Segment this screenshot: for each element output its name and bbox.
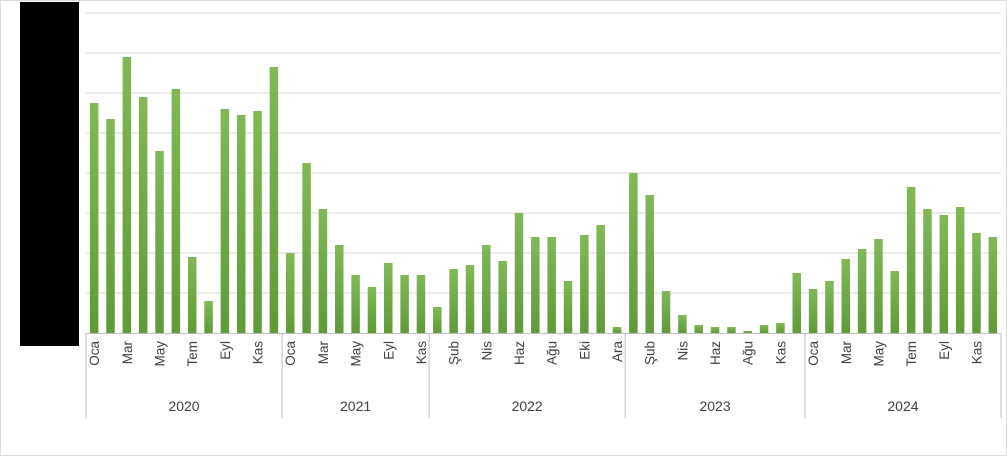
- bar: [482, 245, 491, 333]
- month-label: Kas: [969, 341, 984, 365]
- bar: [727, 327, 736, 333]
- bar: [106, 119, 115, 333]
- month-label: Kas: [251, 341, 266, 365]
- month-label: Mar: [316, 340, 331, 364]
- bar: [253, 111, 262, 333]
- bar: [874, 239, 883, 333]
- bar: [710, 327, 720, 333]
- bar: [236, 115, 246, 333]
- bar: [955, 207, 965, 333]
- bar: [629, 173, 638, 333]
- bar: [563, 281, 573, 333]
- month-label: Nis: [675, 341, 690, 361]
- month-label: Tem: [185, 341, 200, 367]
- bar: [776, 323, 785, 333]
- bar: [367, 287, 377, 333]
- bar: [743, 331, 752, 333]
- year-labels: 2020 2021 2022 2023 2024: [168, 398, 918, 414]
- month-label: Kas: [414, 341, 429, 365]
- month-label: Eyl: [381, 341, 396, 360]
- month-label: Eyl: [937, 341, 952, 360]
- month-label: Oca: [806, 341, 821, 366]
- y-axis-redaction-block: [20, 2, 79, 346]
- bar: [318, 209, 328, 333]
- bar: [678, 315, 687, 333]
- month-label: Şub: [643, 341, 658, 365]
- bar: [596, 225, 605, 333]
- bar: [514, 213, 524, 333]
- bar: [335, 245, 344, 333]
- month-labels: Oca Mar May Tem Eyl Kas Oca Mar May Eyl Kas Şub Nis H…: [87, 340, 984, 366]
- bar: [694, 325, 703, 333]
- month-label: Ağu: [545, 341, 560, 365]
- bar: [580, 235, 589, 333]
- month-label: Ağu: [741, 341, 756, 365]
- bar: [531, 237, 540, 333]
- month-label: Eyl: [218, 341, 233, 360]
- month-label: Nis: [479, 341, 494, 361]
- bar: [171, 89, 181, 333]
- month-label: Mar: [120, 340, 135, 364]
- bar: [416, 275, 426, 333]
- x-axis: [85, 333, 1002, 418]
- bar: [269, 67, 279, 333]
- month-label: Tem: [904, 341, 919, 367]
- bar: [449, 269, 458, 333]
- bar: [400, 275, 409, 333]
- month-label: Kas: [773, 341, 788, 365]
- bar: [433, 307, 442, 333]
- bar: [384, 263, 393, 333]
- month-label: May: [349, 341, 364, 367]
- bar: [759, 325, 769, 333]
- bar: [155, 151, 164, 333]
- month-label: Haz: [512, 341, 527, 365]
- bar: [988, 237, 998, 333]
- bar: [220, 109, 230, 333]
- bar: [285, 253, 295, 333]
- month-label: Ara: [610, 341, 625, 363]
- year-label: 2020: [168, 398, 199, 414]
- year-label: 2021: [340, 398, 371, 414]
- bar: [302, 163, 311, 333]
- month-label: Oca: [283, 341, 298, 366]
- bar: [857, 249, 867, 333]
- month-label: Eki: [577, 341, 592, 360]
- bar: [547, 237, 556, 333]
- bar: [122, 57, 132, 333]
- month-label: Şub: [447, 341, 462, 365]
- year-label: 2022: [512, 398, 543, 414]
- month-label: May: [153, 341, 168, 367]
- year-label: 2024: [887, 398, 918, 414]
- bar: [351, 275, 360, 333]
- bar: [808, 289, 818, 333]
- month-label: Haz: [708, 341, 723, 365]
- bar: [138, 97, 148, 333]
- bar: [890, 271, 900, 333]
- bars: [89, 57, 998, 333]
- bar: [825, 281, 834, 333]
- bar: [498, 261, 507, 333]
- bar: [972, 233, 981, 333]
- bar: [792, 273, 802, 333]
- year-label: 2023: [699, 398, 730, 414]
- bar: [939, 215, 949, 333]
- bar: [89, 103, 99, 333]
- bar: [204, 301, 213, 333]
- bar: [645, 195, 654, 333]
- month-label: May: [871, 341, 886, 367]
- bar: [906, 187, 916, 333]
- bar: [923, 209, 932, 333]
- month-label: Mar: [839, 340, 854, 364]
- bar: [187, 257, 197, 333]
- month-label: Oca: [87, 341, 102, 366]
- bar: [465, 265, 475, 333]
- bar: [661, 291, 671, 333]
- bar: [612, 327, 622, 333]
- bar: [841, 259, 851, 333]
